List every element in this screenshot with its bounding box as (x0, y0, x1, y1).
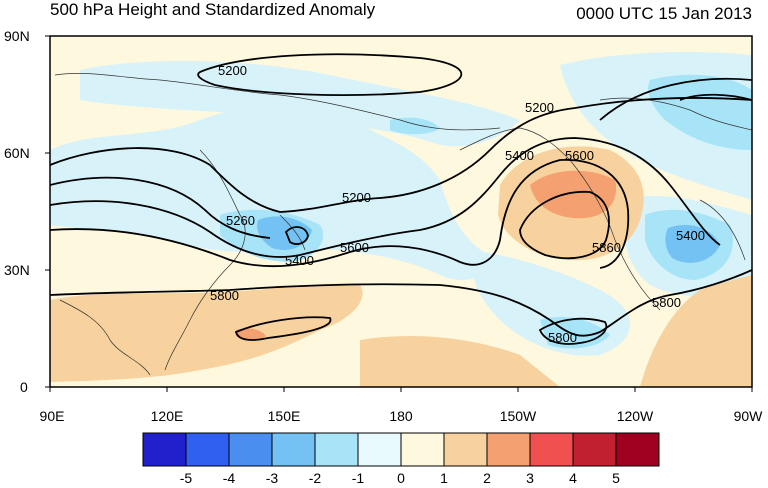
contour-5200-main (50, 97, 752, 213)
coast-na-west (569, 159, 661, 311)
y-tick-label: 60N (4, 145, 30, 161)
colorbar-swatch (185, 432, 230, 467)
map-title: 500 hPa Height and Standardized Anomaly (50, 0, 376, 19)
contour-5260 (50, 176, 271, 239)
colorbar-tick-label: 3 (526, 470, 534, 486)
colorbar-swatch (443, 432, 488, 467)
coast-se-asia (59, 299, 151, 376)
contour-label: 5800 (548, 330, 577, 345)
y-tick-label: 90N (4, 28, 30, 44)
neg2-anomaly-arctic (390, 117, 440, 135)
coast-asia-east (164, 149, 246, 371)
coast-alaska (459, 127, 571, 161)
contour-5200-arctic (197, 53, 463, 96)
x-tick-label: 150E (268, 408, 301, 424)
colorbar-swatch (572, 432, 617, 467)
neg3-anomaly-japan (257, 216, 312, 250)
contour-5400 (50, 137, 721, 258)
y-axis: 90N 60N 30N 0 (4, 28, 30, 395)
valid-time: 0000 UTC 15 Jan 2013 (576, 4, 752, 23)
colorbar-swatch (228, 432, 273, 467)
x-tick-label: 120E (151, 408, 184, 424)
contour-5860 (519, 191, 610, 260)
colorbar-labels: -5 -4 -3 -2 -1 0 1 2 3 4 5 (180, 470, 620, 486)
colorbar-tick-label: -1 (352, 470, 365, 486)
contour-label: 5400 (676, 228, 705, 243)
contour-labels: 5200 5200 5200 5260 5400 5400 5600 5600 … (210, 63, 705, 345)
colorbar-tick-label: -2 (309, 470, 322, 486)
colorbar-swatch (615, 432, 660, 467)
contour-label: 5800 (652, 295, 681, 310)
colorbar-tick-label: -3 (266, 470, 279, 486)
contour-label: 5600 (340, 240, 369, 255)
contour-label: 5260 (226, 213, 255, 228)
x-tick-label: 120W (617, 408, 654, 424)
colorbar-swatch (314, 432, 359, 467)
colorbar-swatch (529, 432, 574, 467)
coast-japan (279, 214, 306, 251)
colorbar-tick-label: 1 (440, 470, 448, 486)
contour-inner-canada (679, 93, 752, 101)
contour-5460-japan (284, 226, 309, 245)
x-tick-label: 90W (734, 408, 764, 424)
contour-label: 5400 (505, 148, 534, 163)
contour-label: 5200 (218, 63, 247, 78)
pos-anomaly-atlantic (640, 275, 752, 387)
colorbar-swatch (357, 432, 402, 467)
neg-anomaly-asia (50, 108, 500, 280)
x-tick-label: 150W (500, 408, 537, 424)
pos-anomaly-tropics-west (50, 283, 363, 382)
coast-canada-north (599, 97, 752, 131)
colorbar-tick-label: 5 (612, 470, 620, 486)
contour-label: 5400 (285, 253, 314, 268)
contour-5200-vortex (599, 77, 752, 121)
colorbar-tick-label: -4 (223, 470, 236, 486)
neg3-anomaly-us (665, 224, 720, 263)
pos2-anomaly-tropics (236, 328, 266, 341)
colorbar-tick-label: 0 (397, 470, 405, 486)
axis-ticks (45, 35, 753, 392)
x-tick-label: 180 (389, 408, 413, 424)
contour-label: 5860 (592, 240, 621, 255)
contour-5600 (50, 159, 630, 269)
colorbar-tick-label: -5 (180, 470, 193, 486)
anomaly-field (50, 36, 752, 387)
y-tick-label: 0 (20, 379, 28, 395)
colorbar-swatch (142, 432, 187, 467)
colorbar (142, 432, 660, 467)
coast-asia-north (54, 73, 501, 131)
x-tick-label: 90E (40, 408, 65, 424)
contour-label: 5200 (525, 100, 554, 115)
contour-5800 (50, 269, 752, 337)
coast-na-east (699, 199, 746, 261)
height-contours (50, 53, 752, 345)
neg2-anomaly-canada (648, 74, 752, 150)
contour-5900-pac (538, 317, 608, 345)
contour-label: 5200 (342, 190, 371, 205)
pos2-anomaly-pacific (530, 170, 617, 219)
colorbar-swatch (486, 432, 531, 467)
coastlines (54, 73, 752, 376)
y-tick-label: 30N (4, 262, 30, 278)
contour-label: 5600 (565, 148, 594, 163)
contour-5800-small (234, 316, 332, 341)
x-axis: 90E 120E 150E 180 150W 120W 90W (40, 408, 764, 424)
colorbar-tick-label: 4 (569, 470, 577, 486)
colorbar-swatch (271, 432, 316, 467)
contour-label: 5800 (210, 288, 239, 303)
colorbar-tick-label: 2 (483, 470, 491, 486)
colorbar-swatch (400, 432, 445, 467)
pos-anomaly-tropics-east (360, 335, 560, 387)
